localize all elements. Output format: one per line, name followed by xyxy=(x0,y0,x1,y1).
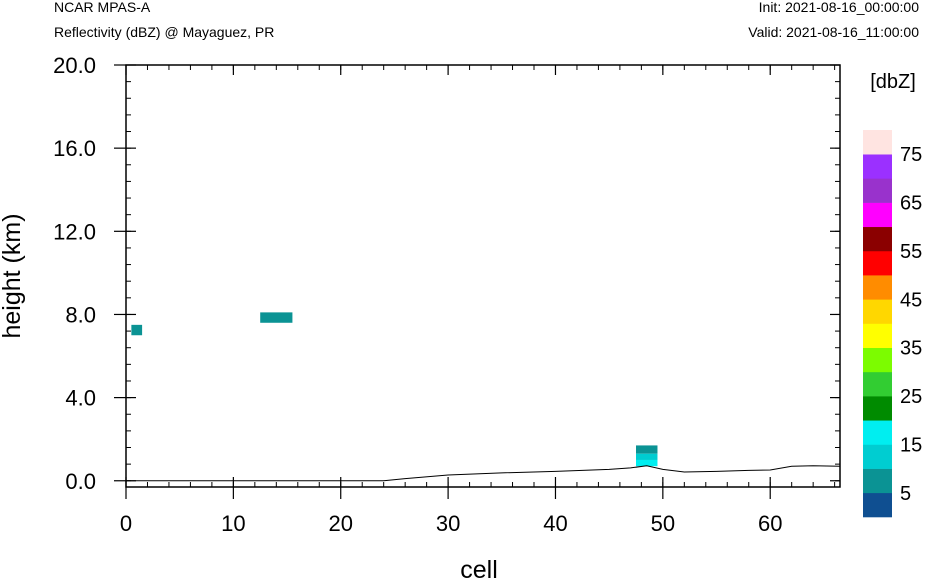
field-title: Reflectivity (dBZ) @ Mayaguez, PR xyxy=(54,24,275,40)
x-tick-label: 10 xyxy=(221,511,245,536)
colorbar-tick-label: 15 xyxy=(900,434,922,456)
plot-frame xyxy=(125,64,841,488)
colorbar-swatch xyxy=(863,468,892,494)
y-tick-label: 4.0 xyxy=(65,386,96,411)
colorbar-swatch xyxy=(863,202,892,228)
init-time: Init: 2021-08-16_00:00:00 xyxy=(758,0,919,15)
y-tick-label: 12.0 xyxy=(53,219,96,244)
colorbar-swatch xyxy=(863,420,892,445)
y-tick-label: 16.0 xyxy=(53,136,96,161)
terrain-line xyxy=(126,465,841,482)
colorbar-swatch xyxy=(863,178,892,203)
colorbar-swatch xyxy=(863,444,892,469)
reflectivity-cell xyxy=(636,459,658,467)
reflectivity-cell xyxy=(260,312,293,323)
colorbar-swatch xyxy=(863,275,892,300)
colorbar-swatch xyxy=(863,323,892,348)
x-tick-label: 50 xyxy=(651,511,675,536)
reflectivity-cell xyxy=(636,453,658,460)
reflectivity-cell xyxy=(636,445,658,454)
colorbar-swatch xyxy=(863,347,892,373)
colorbar-tick-label: 75 xyxy=(900,144,922,166)
colorbar-swatch xyxy=(863,299,892,324)
colorbar-swatch xyxy=(863,130,892,155)
colorbar-swatch xyxy=(863,492,892,518)
model-name: NCAR MPAS-A xyxy=(54,0,151,15)
colorbar-tick-label: 25 xyxy=(900,386,922,408)
colorbar-tick-label: 45 xyxy=(900,289,922,311)
valid-time: Valid: 2021-08-16_11:00:00 xyxy=(748,24,919,40)
colorbar-unit-label: [dbZ] xyxy=(870,71,916,93)
colorbar-tick-label: 65 xyxy=(900,193,922,215)
x-tick-label: 40 xyxy=(543,511,567,536)
y-tick-label: 0.0 xyxy=(65,469,96,494)
colorbar-swatch xyxy=(863,154,892,179)
reflectivity-cell xyxy=(131,324,143,336)
y-tick-label: 20.0 xyxy=(53,53,96,78)
y-tick-label: 8.0 xyxy=(65,302,96,327)
colorbar-tick-label: 5 xyxy=(900,483,911,505)
colorbar-tick-label: 55 xyxy=(900,241,922,263)
x-tick-label: 30 xyxy=(436,511,460,536)
colorbar-tick-label: 35 xyxy=(900,338,922,360)
colorbar-swatch xyxy=(863,396,892,421)
y-axis-title: height (km) xyxy=(0,213,26,338)
colorbar-swatch xyxy=(863,371,892,397)
x-tick-label: 0 xyxy=(120,511,132,536)
x-tick-label: 60 xyxy=(758,511,782,536)
colorbar-swatch xyxy=(863,250,892,276)
colorbar-swatch xyxy=(863,226,892,252)
x-axis-title: cell xyxy=(460,556,498,580)
x-tick-label: 20 xyxy=(328,511,352,536)
